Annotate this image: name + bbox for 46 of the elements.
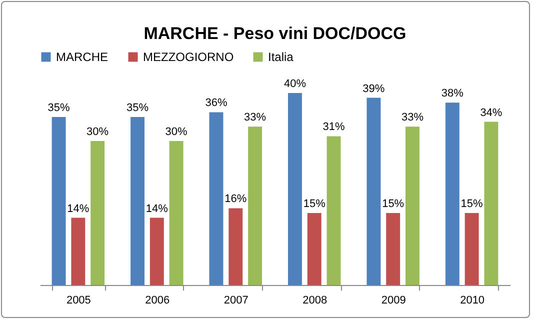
data-label: 36%	[205, 97, 228, 110]
data-label: 30%	[165, 126, 188, 138]
bar	[386, 213, 400, 285]
bar	[52, 117, 66, 285]
data-label: 35%	[126, 102, 149, 114]
bar	[366, 98, 381, 285]
x-tick-label: 2005	[66, 294, 91, 306]
data-label: 15%	[303, 198, 326, 210]
data-label: 33%	[244, 112, 266, 124]
data-label: 16%	[224, 193, 247, 206]
bar	[71, 218, 86, 285]
x-tick-label: 2006	[145, 294, 170, 306]
bar	[445, 102, 460, 285]
data-label: 14%	[146, 202, 168, 215]
data-label: 40%	[284, 78, 306, 90]
data-label: 35%	[48, 102, 70, 114]
bar	[150, 218, 164, 285]
bar	[209, 112, 224, 285]
data-label: 31%	[322, 121, 345, 134]
x-tick-label: 2008	[302, 294, 328, 306]
data-label: 38%	[441, 88, 464, 100]
bar	[406, 126, 420, 285]
x-tick-label: 2009	[381, 294, 406, 306]
data-label: 15%	[460, 198, 484, 210]
bar	[169, 141, 184, 285]
data-label: 30%	[86, 126, 109, 138]
data-label: 34%	[480, 106, 502, 119]
bar	[288, 93, 302, 285]
chart-title: MARCHE - Peso vini DOC/DOCG	[144, 24, 406, 43]
x-tick-label: 2007	[224, 294, 248, 306]
bar	[248, 126, 262, 285]
bar	[130, 117, 144, 285]
data-label: 15%	[382, 198, 404, 210]
bar	[307, 213, 322, 285]
x-tick-label: 2010	[460, 294, 485, 306]
data-label: 14%	[67, 202, 90, 215]
legend-label: MARCHE	[56, 50, 108, 64]
bar	[484, 122, 498, 285]
data-label: 39%	[362, 82, 385, 95]
legend-label: Italia	[268, 50, 294, 64]
bar	[228, 208, 243, 285]
bar	[464, 213, 479, 285]
bar	[326, 136, 341, 285]
bar	[90, 141, 105, 285]
data-label: 33%	[401, 112, 424, 124]
legend-label: MEZZOGIORNO	[143, 50, 234, 64]
